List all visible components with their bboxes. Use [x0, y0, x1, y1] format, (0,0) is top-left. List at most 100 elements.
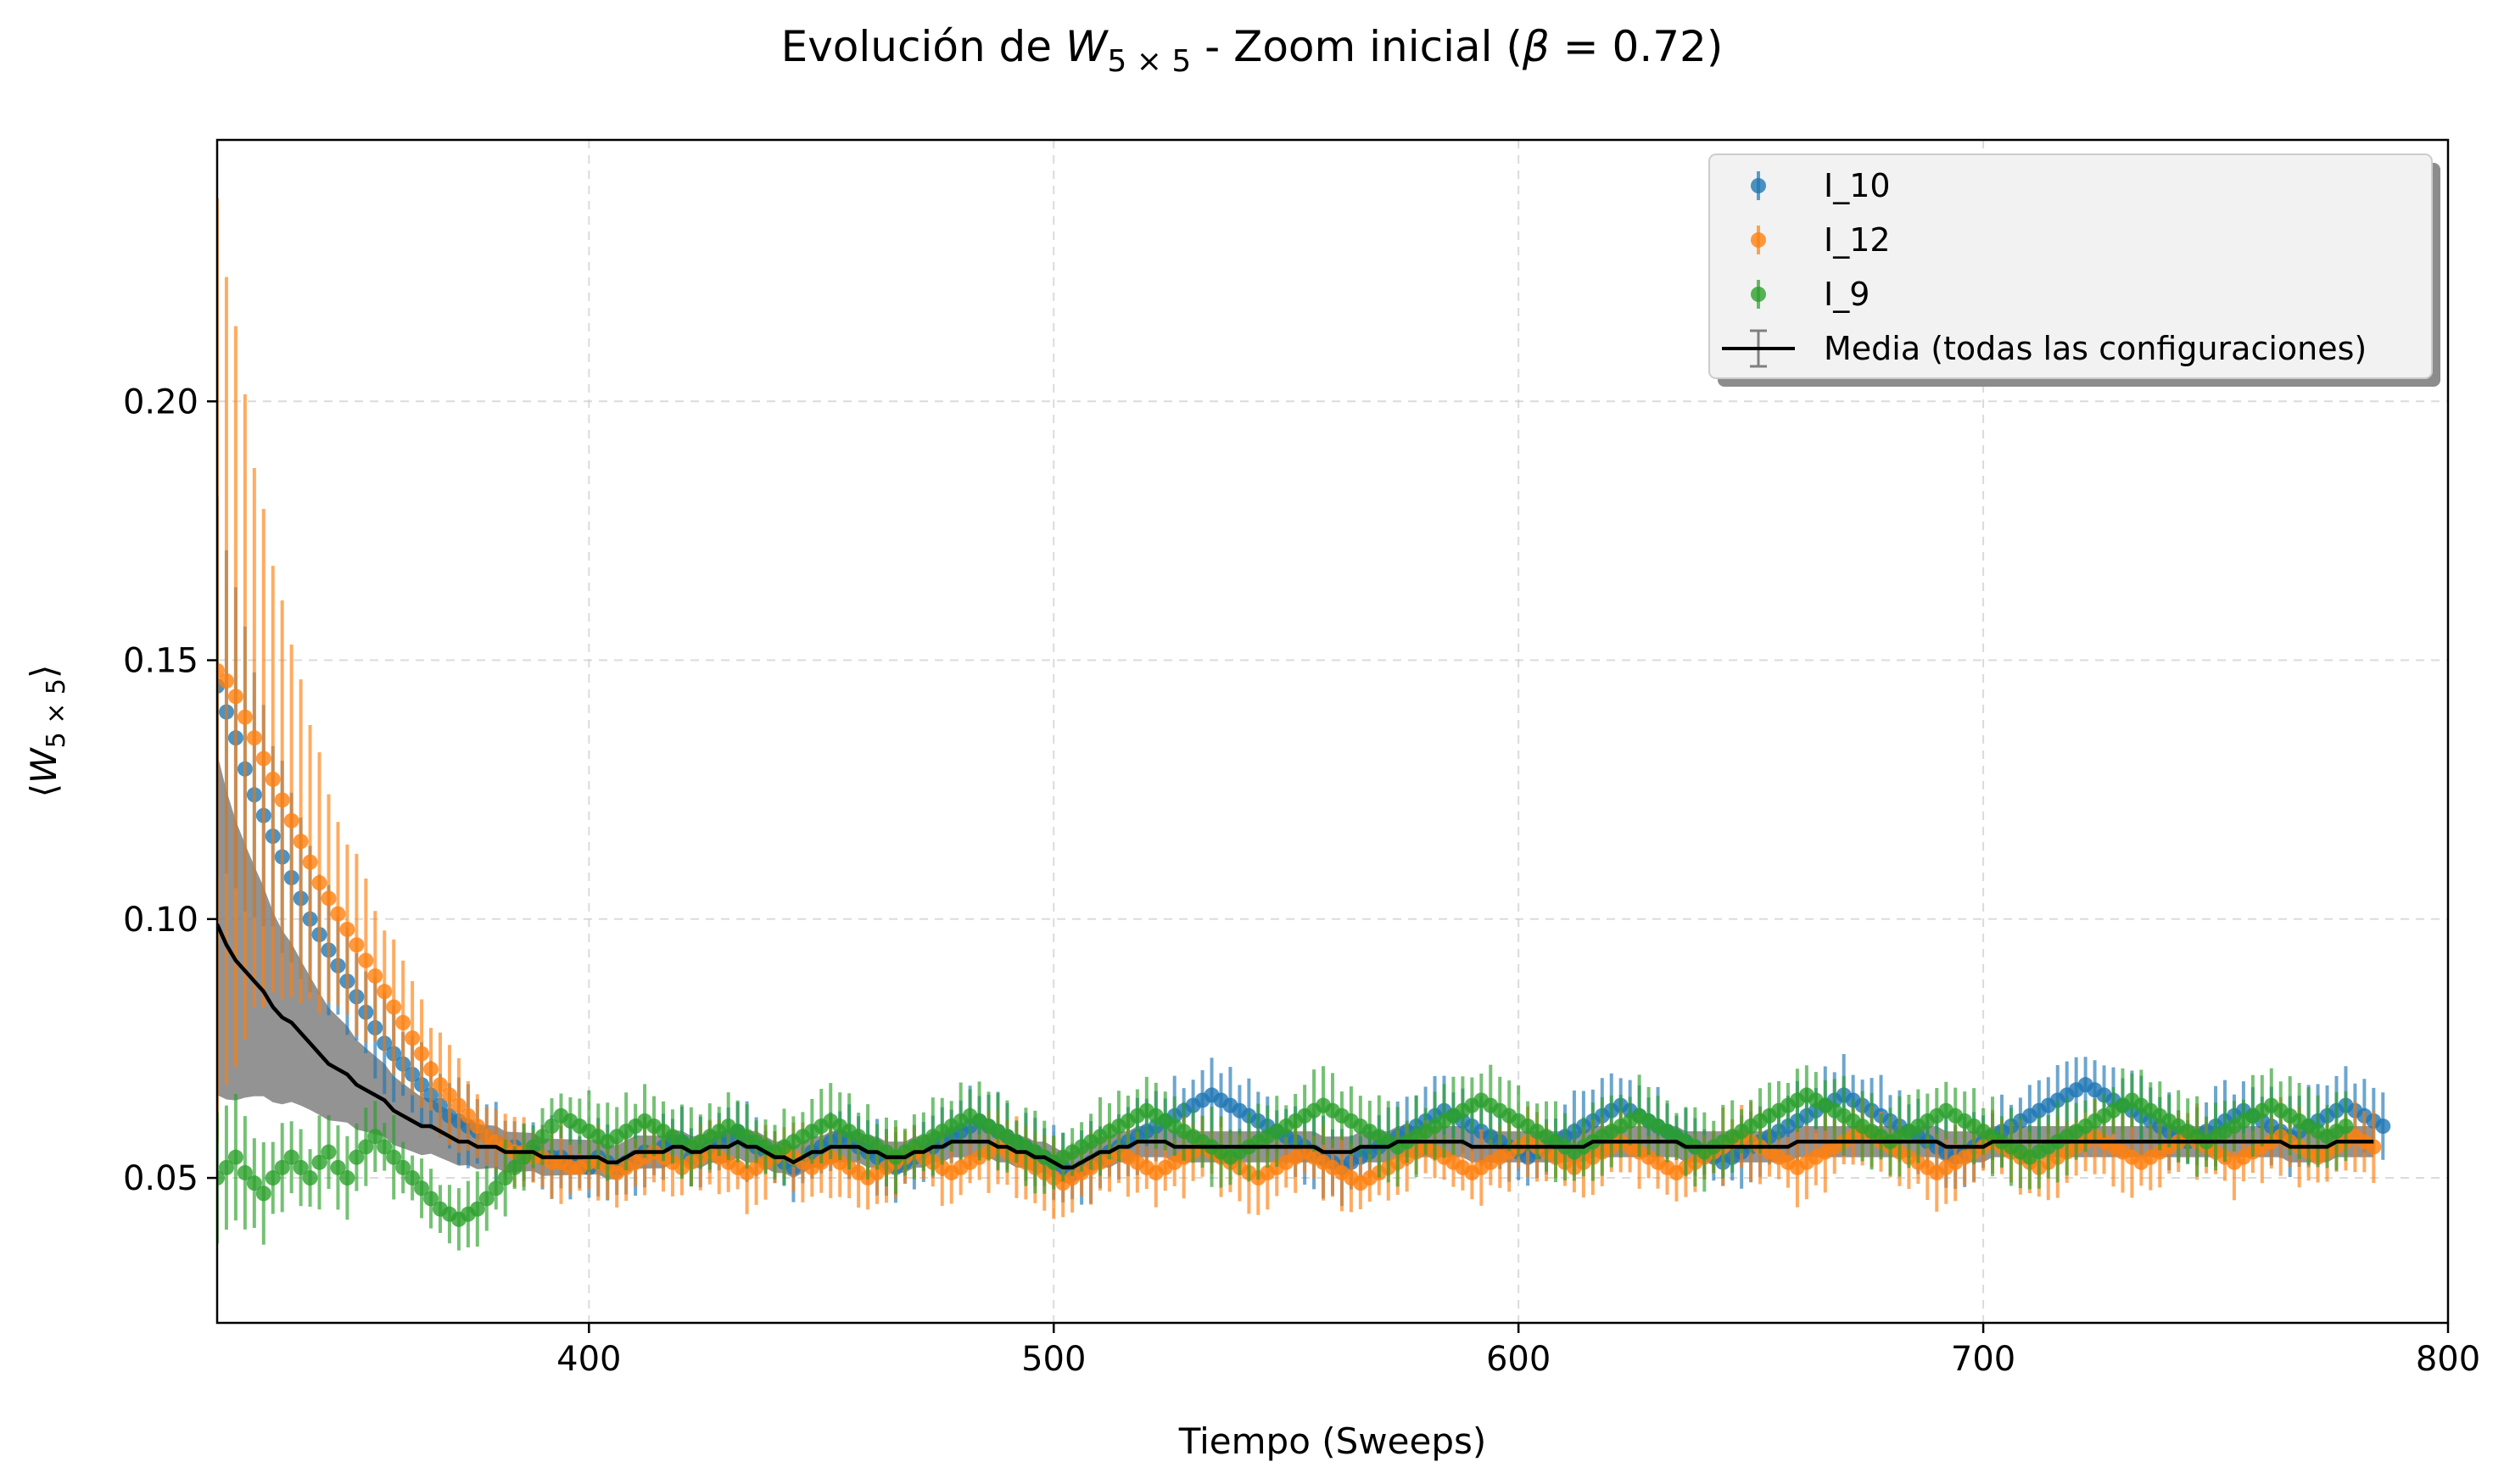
data-point — [377, 1139, 393, 1155]
data-point — [227, 1149, 243, 1165]
data-point — [227, 689, 243, 705]
legend-label-i10: I_10 — [1824, 167, 1891, 204]
data-point — [450, 1097, 467, 1113]
data-point — [321, 1144, 337, 1160]
data-point — [460, 1107, 476, 1124]
data-point — [311, 1154, 327, 1170]
data-point — [246, 1175, 262, 1191]
legend-marker-i10 — [1751, 178, 1766, 193]
mean-layer — [217, 923, 2374, 1170]
y-tick-label: 0.20 — [123, 382, 198, 421]
data-point — [358, 1139, 374, 1155]
data-point — [2375, 1119, 2391, 1135]
legend-item-i12: I_12 — [1751, 221, 1891, 259]
data-point — [433, 1077, 448, 1093]
data-point — [386, 1149, 402, 1165]
data-point — [349, 1149, 365, 1165]
data-point — [367, 1129, 383, 1145]
data-point — [237, 1164, 253, 1180]
data-point — [246, 730, 262, 746]
data-point — [330, 906, 346, 922]
data-point — [497, 1170, 513, 1186]
chart-title-w-symbol: W — [1065, 22, 1109, 71]
x-axis-label: Tiempo (Sweeps) — [1178, 1420, 1487, 1462]
data-point — [405, 1170, 421, 1186]
data-point — [311, 875, 327, 891]
legend: I_10 I_12 I_9 Media (todas las configura… — [1708, 153, 2440, 387]
data-point — [441, 1087, 457, 1103]
data-point — [395, 1014, 411, 1030]
data-point — [349, 937, 365, 953]
chart-title: Evolución de W5 × 5 - Zoom inicial (β = … — [781, 22, 1724, 79]
data-point — [469, 1119, 485, 1135]
data-point — [377, 984, 393, 1000]
data-point — [423, 1191, 439, 1207]
chart-title-beta-symbol: β — [1522, 22, 1550, 71]
chart-title-beta-value: = 0.72) — [1550, 22, 1724, 71]
legend-item-i9: I_9 — [1751, 276, 1870, 313]
data-point — [218, 1159, 234, 1175]
data-point — [544, 1119, 560, 1135]
data-point — [488, 1180, 504, 1197]
data-point — [367, 968, 383, 984]
y-tick-label: 0.05 — [123, 1159, 198, 1198]
ticks: 400 500 600 700 800 0.05 0.10 0.15 0.20 — [123, 382, 2480, 1379]
legend-item-mean: Media (todas las configuraciones) — [1722, 329, 2367, 368]
y-tick-label: 0.10 — [123, 901, 198, 940]
x-tick-label: 600 — [1486, 1340, 1551, 1379]
data-point — [274, 792, 290, 808]
data-point — [506, 1159, 523, 1175]
data-point — [255, 1186, 271, 1202]
data-point — [386, 999, 402, 1015]
data-point — [405, 1030, 421, 1046]
data-point — [302, 1170, 318, 1186]
legend-box — [1708, 153, 2433, 379]
data-point — [469, 1201, 485, 1217]
axes-frame — [215, 138, 2450, 1325]
legend-marker-i9 — [1751, 287, 1766, 302]
data-point — [255, 750, 271, 767]
mean-line — [217, 923, 2374, 1170]
chart-title-middle: - Zoom inicial ( — [1191, 22, 1523, 71]
legend-marker-i12 — [1751, 232, 1766, 248]
data-point — [302, 854, 318, 870]
chart-title-w-subscript: 5 × 5 — [1107, 44, 1191, 79]
legend-label-i12: I_12 — [1824, 221, 1891, 259]
x-tick-label: 800 — [2416, 1340, 2480, 1379]
data-point — [414, 1180, 430, 1197]
data-point — [395, 1159, 411, 1175]
series-i-9 — [217, 1064, 2354, 1251]
data-point — [293, 834, 309, 850]
data-point — [274, 1159, 290, 1175]
data-point — [414, 1046, 430, 1062]
y-axis-label-close: ⟩ — [23, 665, 64, 678]
data-point — [330, 1159, 346, 1175]
y-axis-label-w-subscript: 5 × 5 — [42, 678, 71, 748]
data-point — [423, 1061, 439, 1077]
data-point — [321, 890, 337, 907]
data-point — [237, 709, 253, 725]
x-tick-label: 400 — [556, 1340, 621, 1379]
data-point — [534, 1129, 551, 1145]
x-tick-label: 700 — [1951, 1340, 2015, 1379]
data-point — [2338, 1119, 2354, 1135]
y-axis-label-w-symbol: W — [23, 747, 64, 784]
y-axis-label-open: ⟨ — [23, 784, 64, 797]
data-point — [283, 1149, 299, 1165]
x-tick-label: 500 — [1021, 1340, 1086, 1379]
data-point — [339, 922, 355, 938]
series-layer — [217, 198, 2391, 1251]
data-point — [478, 1191, 495, 1207]
data-point — [293, 1159, 309, 1175]
y-axis-label: ⟨W5 × 5⟩ — [23, 665, 71, 798]
plot-area — [217, 198, 2391, 1251]
legend-label-i9: I_9 — [1824, 276, 1870, 313]
data-point — [358, 952, 374, 968]
legend-label-mean: Media (todas las configuraciones) — [1824, 330, 2367, 367]
data-point — [218, 672, 234, 689]
chart-title-prefix: Evolución de — [781, 22, 1065, 71]
legend-item-i10: I_10 — [1751, 167, 1891, 204]
data-point — [265, 771, 281, 787]
data-point — [283, 812, 299, 828]
